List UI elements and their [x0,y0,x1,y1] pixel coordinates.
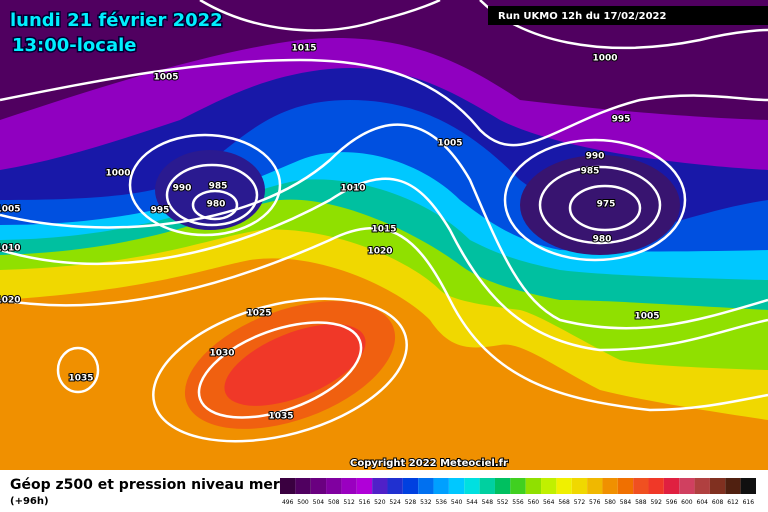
isobar-label: 1020 [0,296,21,306]
isobar-labels: 1015 1005 1000 995 1005 990 985 975 980 1000 990 98… [0,43,661,423]
run-box [488,6,768,25]
scale-swatch [541,478,557,494]
scale-label: 516 [359,499,371,506]
scale-label: 508 [328,499,340,506]
scale-swatch [648,478,664,494]
scale-label: 500 [297,499,309,506]
scale-swatch [402,478,419,494]
scale-label: 544 [466,499,478,506]
scale-swatch [709,478,726,494]
scale-label: 592 [650,499,662,506]
scale-swatch [679,478,695,494]
scale-label: 564 [543,499,555,506]
isobar-label: 995 [612,115,631,125]
scale-swatch [587,478,603,494]
scale-swatch [479,478,495,494]
copyright: Copyright 2022 Meteociel.fr [350,458,508,469]
scale-label: 596 [666,499,678,506]
scale-label: 524 [389,499,401,506]
scale-label: 608 [712,499,724,506]
scale-swatch [464,478,480,494]
isobar-label: 1010 [0,244,21,254]
scale-swatch [280,478,296,494]
scale-label: 504 [313,499,325,506]
scale-swatch [602,478,618,494]
scale-label: 528 [405,499,417,506]
isobar-label: 985 [581,167,600,177]
isobar-label: 990 [173,184,192,194]
scale-label: 532 [420,499,432,506]
map-title: lundi 21 février 2022 [10,10,223,31]
scale-swatch [617,478,634,494]
scale-swatch [418,478,434,494]
color-scale: 496 500 504 508 512 516 520 524 528 532 536 540 544 5… [280,478,756,506]
scale-swatch [740,478,756,494]
scale-label: 496 [282,499,294,506]
scale-swatch [694,478,710,494]
isobar-label: 1005 [0,205,21,215]
isobar-label: 1035 [68,374,93,384]
isobar-label: 1025 [246,309,271,319]
isobar-label: 1000 [105,169,130,179]
isobar-label: 1015 [291,44,316,54]
scale-label: 540 [451,499,463,506]
scale-label: 512 [343,499,355,506]
scale-label: 568 [558,499,570,506]
isobar-label: 990 [586,152,605,162]
scale-label: 580 [604,499,616,506]
scale-swatch [387,478,403,494]
scale-swatch [433,478,449,494]
scale-swatch [310,478,327,494]
isobar-label: 1020 [367,247,392,257]
lead-time: (+96h) [10,496,49,507]
scale-label: 560 [528,499,540,506]
isobar-label: 975 [597,200,616,210]
scale-label: 600 [681,499,693,506]
isobar-label: 1000 [592,54,617,64]
scale-label: 612 [727,499,739,506]
scale-swatch [633,478,649,494]
geopotential-field [0,0,768,470]
isobar-label: 1005 [437,139,462,149]
scale-swatch [356,478,373,494]
run-info: Run UKMO 12h du 17/02/2022 [498,11,667,22]
scale-swatch [494,478,511,494]
scale-label: 604 [697,499,709,506]
scale-label: 536 [435,499,447,506]
scale-label: 552 [497,499,509,506]
scale-label: 548 [482,499,494,506]
scale-label: 584 [620,499,632,506]
scale-swatch [372,478,388,494]
scale-swatch [571,478,588,494]
map-subtitle: 13:00-locale [12,35,137,56]
scale-swatch [525,478,542,494]
scale-swatch [725,478,741,494]
isobar-label: 1005 [153,73,178,83]
isobar-label: 1035 [268,412,293,422]
isobar-label: 1015 [371,225,396,235]
scale-swatch [448,478,465,494]
scale-label: 556 [512,499,524,506]
isobar-label: 1005 [634,312,659,322]
scale-label: 572 [574,499,586,506]
scale-swatch [326,478,342,494]
scale-label: 520 [374,499,386,506]
isobars [0,0,768,443]
isobar-label: 995 [151,206,170,216]
scale-swatch [556,478,572,494]
isobar-label: 1010 [340,184,365,194]
scale-swatch [295,478,311,494]
isobar-label: 985 [209,182,228,192]
legend-title: Géop z500 et pression niveau mer [10,477,280,493]
scale-label: 588 [635,499,647,506]
scale-swatch [341,478,357,494]
isobar-label: 1030 [209,349,234,359]
isobar-label: 980 [207,200,226,210]
scale-label: 576 [589,499,601,506]
scale-swatch [510,478,526,494]
scale-label: 616 [743,499,755,506]
isobar-label: 980 [593,235,612,245]
scale-swatch [663,478,680,494]
